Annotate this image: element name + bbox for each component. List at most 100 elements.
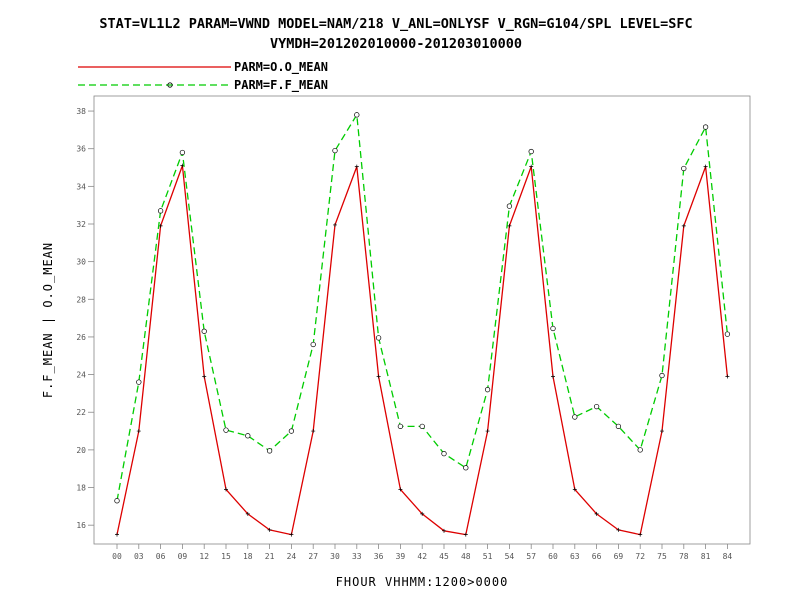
y-axis: 16 18 20 22 24 26 28 30 32 34 36 38: [76, 107, 94, 530]
x-tick-label: 12: [199, 552, 209, 561]
data-point: [354, 112, 360, 118]
x-tick-label: 42: [417, 552, 427, 561]
x-tick-label: 30: [330, 552, 340, 561]
legend-marker-f-mean: [167, 82, 173, 88]
x-tick-label: 27: [308, 552, 318, 561]
data-point: [703, 164, 708, 169]
data-point: [223, 427, 229, 433]
data-point: [157, 208, 164, 214]
data-point: [245, 511, 250, 516]
data-point: [529, 164, 534, 169]
data-point: [311, 429, 316, 434]
series-parm-f-f-mean: [114, 112, 731, 504]
data-point: [136, 379, 142, 385]
legend-label-f-mean: PARM=F.F_MEAN: [234, 78, 328, 93]
series-line-parm-f-f-mean: [116, 114, 729, 501]
data-point: [245, 433, 251, 439]
x-tick-label: 72: [635, 552, 645, 561]
y-tick-label: 24: [76, 371, 86, 380]
data-point: [550, 325, 556, 332]
plot-area: [93, 95, 751, 545]
data-point: [420, 511, 425, 516]
series-layer: [114, 112, 731, 537]
legend: PARM=O.O_MEAN PARM=F.F_MEAN: [78, 60, 328, 93]
legend-label-o-mean: PARM=O.O_MEAN: [234, 60, 328, 75]
x-tick-label: 06: [156, 552, 166, 561]
x-tick-label: 15: [221, 552, 231, 561]
x-tick-label: 18: [243, 552, 253, 561]
data-point: [201, 328, 207, 334]
x-tick-label: 75: [657, 552, 667, 561]
x-tick-label: 09: [178, 552, 188, 561]
data-point: [136, 429, 141, 434]
data-point: [507, 223, 512, 228]
data-point: [702, 124, 709, 130]
data-point: [659, 372, 665, 379]
x-tick-label: 33: [352, 552, 362, 561]
data-point: [333, 222, 337, 227]
data-point: [310, 341, 316, 348]
data-point: [593, 403, 600, 410]
x-tick-label: 48: [461, 552, 471, 561]
data-point: [484, 386, 491, 393]
data-point: [572, 487, 577, 492]
data-point: [528, 148, 534, 155]
y-tick-label: 22: [76, 408, 86, 417]
x-tick-label: 63: [570, 552, 580, 561]
x-tick-label: 84: [723, 552, 733, 561]
y-tick-label: 36: [76, 145, 86, 154]
data-point: [681, 223, 686, 228]
x-tick-label: 78: [679, 552, 689, 561]
x-tick-label: 66: [592, 552, 602, 561]
data-point: [354, 164, 359, 169]
data-point: [266, 448, 273, 454]
y-tick-label: 16: [76, 521, 86, 530]
data-point: [376, 374, 381, 379]
y-axis-label: F.F_MEAN | O.O_MEAN: [41, 242, 55, 398]
x-tick-label: 60: [548, 552, 558, 561]
data-point: [681, 165, 687, 172]
x-tick-label: 39: [396, 552, 406, 561]
x-tick-label: 45: [439, 552, 449, 561]
data-point: [485, 429, 490, 434]
data-point: [115, 532, 119, 537]
x-axis-label: FHOUR VHHMM:1200>0000: [336, 575, 509, 589]
x-axis: 00 03 06 09 12 15 18 21 24 27 30 33 36 39 42 45 48 51 54 57…: [112, 544, 732, 561]
chart-title-line-2: VYMDH=201202010000-201203010000: [270, 36, 522, 52]
data-point: [441, 450, 447, 457]
data-point: [506, 203, 513, 209]
data-point: [442, 528, 446, 533]
data-point: [375, 335, 382, 341]
data-point: [419, 423, 425, 430]
y-tick-label: 26: [76, 333, 86, 342]
legend-entry-o-mean: PARM=O.O_MEAN: [78, 60, 328, 75]
data-point: [572, 414, 578, 420]
y-tick-label: 34: [76, 182, 86, 191]
y-tick-label: 28: [76, 295, 86, 304]
x-tick-label: 24: [287, 552, 297, 561]
data-point: [398, 487, 403, 492]
data-point: [725, 374, 730, 379]
y-tick-label: 20: [76, 446, 86, 455]
data-point: [332, 147, 338, 154]
data-point: [551, 374, 555, 379]
data-point: [594, 511, 599, 516]
chart-title-line-1: STAT=VL1L2 PARAM=VWND MODEL=NAM/218 V_AN…: [99, 16, 693, 32]
x-tick-label: 51: [483, 552, 493, 561]
data-point: [637, 447, 643, 453]
data-point: [638, 532, 643, 537]
data-point: [616, 527, 621, 532]
data-point: [114, 498, 120, 504]
x-tick-label: 03: [134, 552, 144, 561]
x-tick-label: 00: [112, 552, 122, 561]
series-parm-o-o-mean: [115, 163, 730, 537]
legend-entry-f-mean: PARM=F.F_MEAN: [78, 78, 328, 93]
data-point: [289, 532, 294, 537]
x-tick-label: 54: [505, 552, 515, 561]
y-tick-label: 18: [76, 484, 86, 493]
data-point: [463, 465, 469, 471]
data-point: [615, 423, 622, 430]
data-point: [463, 532, 468, 537]
y-tick-label: 38: [76, 107, 86, 116]
